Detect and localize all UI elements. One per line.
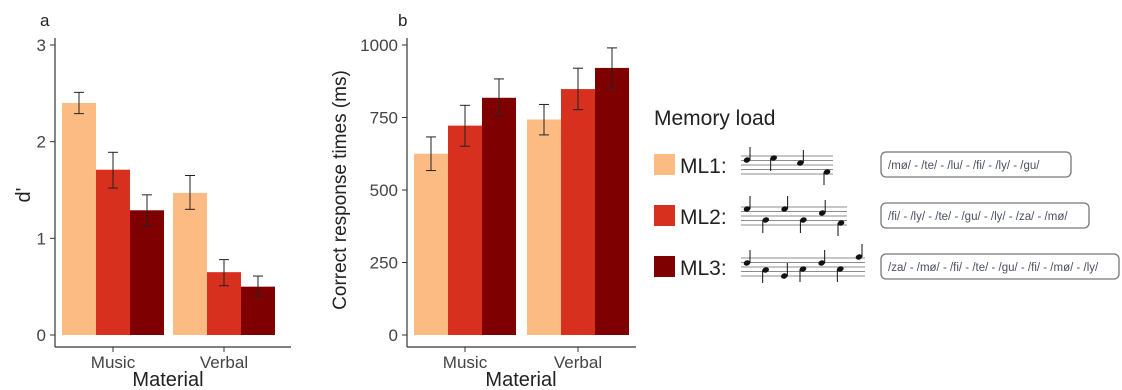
note-icon <box>743 260 751 266</box>
note-icon <box>855 254 863 260</box>
y-tick-label: 1000 <box>360 36 398 55</box>
panel-label-b: b <box>398 11 407 30</box>
bar-ml1-verbal <box>527 119 561 335</box>
bar-ml3-verbal <box>595 67 629 335</box>
music-staff-1 <box>741 147 833 185</box>
legend-swatch-2 <box>654 205 675 226</box>
legend: Memory load ML1: /mø/ - /te/ - /lu/ - /fi… <box>654 107 1120 283</box>
note-icon <box>837 266 844 272</box>
panel-b-response-time-chart: b Correct response times (ms) Material 0… <box>330 11 636 390</box>
y-tick-label: 2 <box>37 133 46 152</box>
legend-label-3: ML3: <box>680 257 727 280</box>
note-icon <box>762 267 769 273</box>
syllable-sequence-2: /fi/ - /ly/ - /te/ - /gu/ - /ly/ - /za/ … <box>888 211 1068 223</box>
note-icon <box>762 217 770 223</box>
note-icon <box>797 160 804 166</box>
legend-label-2: ML2: <box>680 206 727 229</box>
bar-ml2-music <box>96 169 130 335</box>
x-tick-label: Music <box>443 353 488 372</box>
y-tick-label: 0 <box>389 326 398 345</box>
x-tick-label: Music <box>91 353 136 372</box>
note-icon <box>818 260 825 266</box>
y-axis-label-a: d' <box>13 188 35 203</box>
note-icon <box>781 206 788 212</box>
y-ticks-b: 0 250 500 750 1000 <box>360 36 407 345</box>
x-tick-label: Verbal <box>554 353 602 372</box>
legend-items: ML1: /mø/ - /te/ - /lu/ - /fi/ - /ly/ - /… <box>654 147 1120 283</box>
syllable-box-3 <box>880 253 1120 280</box>
x-axis-label-b: Material <box>485 369 556 390</box>
bar-ml1-music <box>414 153 448 335</box>
bar-ml3-music <box>482 97 516 335</box>
y-tick-label: 1 <box>37 229 46 248</box>
y-tick-label: 500 <box>370 181 398 200</box>
note-icon <box>800 217 807 223</box>
note-icon <box>837 220 845 226</box>
music-staff-3 <box>741 244 865 283</box>
y-tick-label: 3 <box>37 36 46 55</box>
note-icon <box>781 273 788 279</box>
legend-swatch-1 <box>654 154 675 175</box>
syllable-sequence-1: /mø/ - /te/ - /lu/ - /fi/ - /ly/ - /gu/ <box>888 160 1040 172</box>
note-icon <box>743 157 751 163</box>
syllable-box-2 <box>880 202 1090 229</box>
x-ticks-b: Music Verbal <box>443 347 602 372</box>
syllable-box-1 <box>880 151 1072 178</box>
note-icon <box>770 155 777 161</box>
bar-ml2-verbal <box>561 89 595 335</box>
bars-a <box>62 91 275 335</box>
music-staff-2 <box>741 196 847 236</box>
legend-title: Memory load <box>654 107 775 130</box>
bar-ml3-music <box>130 210 164 335</box>
y-tick-label: 250 <box>370 254 398 273</box>
note-icon <box>823 169 831 175</box>
x-tick-label: Verbal <box>200 353 248 372</box>
note-icon <box>818 210 826 216</box>
legend-label-1: ML1: <box>680 155 727 178</box>
note-icon <box>799 266 807 272</box>
bars-b <box>414 47 629 336</box>
syllable-sequence-3: /za/ - /mø/ - /fi/ - /te/ - /gu/ - /fi/ … <box>888 262 1099 274</box>
panel-a-dprime-chart: a d' Material 0 1 2 3 Music Verbal <box>13 11 291 390</box>
x-axis-label-a: Material <box>132 369 203 390</box>
y-axis-label-b: Correct response times (ms) <box>330 70 351 310</box>
panel-label-a: a <box>40 11 50 30</box>
note-icon <box>743 206 751 212</box>
x-ticks-a: Music Verbal <box>91 347 248 372</box>
bar-ml2-music <box>448 125 482 336</box>
y-tick-label: 0 <box>37 326 46 345</box>
y-ticks-a: 0 1 2 3 <box>37 36 55 345</box>
bar-ml1-verbal <box>173 192 207 335</box>
legend-swatch-3 <box>654 256 675 277</box>
y-tick-label: 750 <box>370 109 398 128</box>
bar-ml1-music <box>62 103 96 335</box>
